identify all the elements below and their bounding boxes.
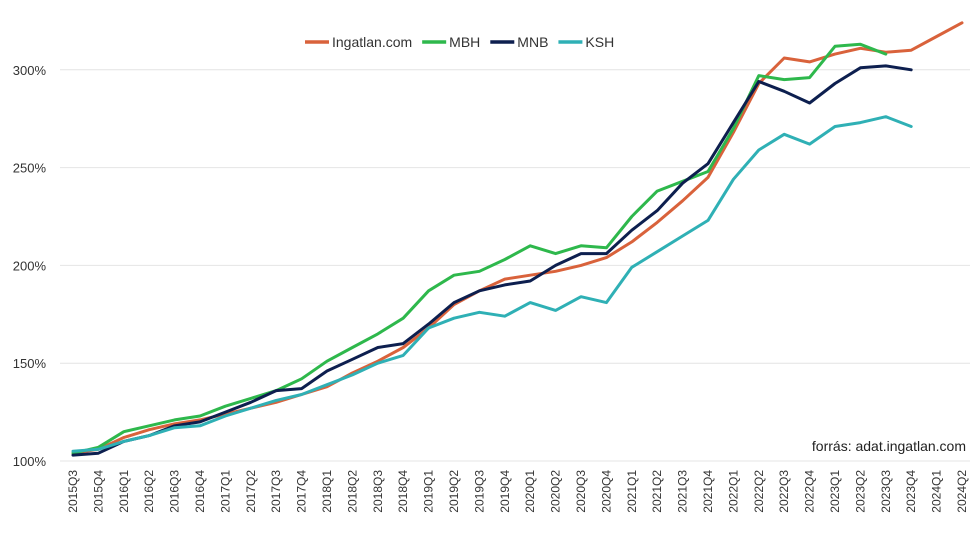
x-tick-label: 2016Q3 — [168, 470, 182, 513]
x-tick-label: 2023Q4 — [904, 470, 918, 513]
x-tick-label: 2019Q4 — [498, 470, 512, 513]
legend: Ingatlan.com MBH MNB KSH — [305, 34, 614, 50]
x-tick-label: 2022Q3 — [777, 470, 791, 513]
series-line — [71, 115, 913, 453]
x-tick-label: 2022Q4 — [803, 470, 817, 513]
y-tick-label: 100% — [13, 454, 47, 469]
x-tick-label: 2021Q2 — [650, 470, 664, 513]
x-tick-label: 2016Q2 — [142, 470, 156, 513]
x-tick-label: 2021Q4 — [701, 470, 715, 513]
x-tick-label: 2020Q1 — [523, 470, 537, 513]
x-tick-label: 2015Q3 — [66, 470, 80, 513]
x-tick-label: 2019Q3 — [472, 470, 486, 513]
y-tick-label: 250% — [13, 161, 47, 176]
x-tick-label: 2024Q1 — [930, 470, 944, 513]
x-tick-label: 2017Q4 — [295, 470, 309, 513]
x-tick-label: 2017Q2 — [244, 470, 258, 513]
y-tick-label: 200% — [13, 258, 47, 273]
x-tick-label: 2024Q2 — [955, 470, 969, 513]
x-tick-label: 2019Q1 — [422, 470, 436, 513]
legend-label: MNB — [517, 34, 548, 50]
series-line — [71, 42, 888, 455]
x-tick-label: 2017Q1 — [218, 470, 232, 513]
x-tick-label: 2015Q4 — [91, 470, 105, 513]
x-tick-label: 2018Q1 — [320, 470, 334, 513]
legend-label: KSH — [585, 34, 614, 50]
x-tick-label: 2022Q1 — [726, 470, 740, 513]
source-note: forrás: adat.ingatlan.com — [812, 438, 966, 454]
x-tick-label: 2016Q4 — [193, 470, 207, 513]
x-tick-label: 2020Q2 — [549, 470, 563, 513]
x-tick-label: 2018Q2 — [345, 470, 359, 513]
y-tick-label: 300% — [13, 63, 47, 78]
x-tick-label: 2020Q3 — [574, 470, 588, 513]
x-tick-label: 2023Q2 — [853, 470, 867, 513]
y-tick-label: 150% — [13, 356, 47, 371]
x-tick-label: 2022Q2 — [752, 470, 766, 513]
x-tick-label: 2020Q4 — [599, 470, 613, 513]
x-tick-label: 2021Q3 — [676, 470, 690, 513]
x-tick-label: 2017Q3 — [269, 470, 283, 513]
series-line — [71, 64, 913, 457]
x-tick-label: 2021Q1 — [625, 470, 639, 513]
x-tick-label: 2018Q4 — [396, 470, 410, 513]
x-tick-label: 2019Q2 — [447, 470, 461, 513]
x-tick-label: 2023Q1 — [828, 470, 842, 513]
x-tick-label: 2016Q1 — [117, 470, 131, 513]
x-tick-label: 2018Q3 — [371, 470, 385, 513]
x-tick-label: 2023Q3 — [879, 470, 893, 513]
legend-label: MBH — [449, 34, 480, 50]
legend-label: Ingatlan.com — [332, 34, 412, 50]
